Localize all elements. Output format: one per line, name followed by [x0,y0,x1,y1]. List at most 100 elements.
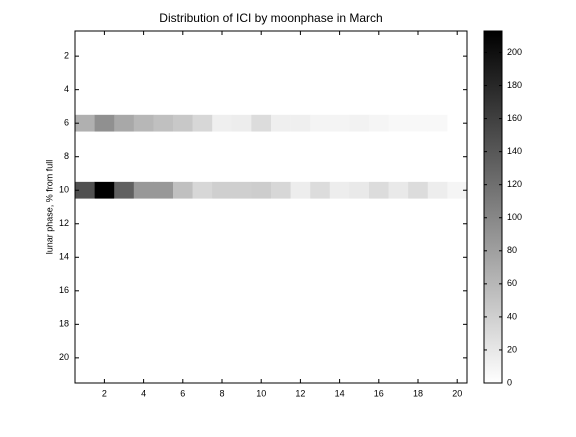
heatmap-cell [114,165,135,183]
heatmap-cell [173,31,193,49]
heatmap-cell [173,315,193,334]
heatmap-cell [75,332,95,350]
heatmap-cell [212,215,233,233]
x-tick-label: 6 [180,388,185,398]
heatmap-cell [114,282,135,300]
heatmap-cell [212,248,233,266]
heatmap-cell [192,181,213,199]
heatmap-cell [75,232,95,250]
heatmap-cell [173,349,193,367]
heatmap-cell [251,299,272,317]
heatmap-cell [349,299,370,317]
heatmap-cell [388,114,409,132]
heatmap-cell [192,98,213,116]
y-tick-label: 16 [59,285,69,295]
heatmap-cell [153,299,174,317]
heatmap-cell [369,181,389,199]
heatmap-cell [75,31,95,49]
heatmap-cell [427,148,448,166]
heatmap-cell [271,282,291,300]
heatmap-cell [133,299,154,317]
heatmap-cell [212,299,233,317]
heatmap-cell [447,81,468,99]
heatmap-cell [231,198,252,216]
heatmap-cell [153,232,174,250]
heatmap-cell [173,181,193,199]
heatmap-cell [329,248,350,266]
y-axis-label: lunar phase, % from full [44,160,54,255]
heatmap-cell [192,198,213,216]
heatmap-cell [349,165,370,183]
colorbar-tick-label: 200 [507,47,522,57]
heatmap-cell [114,265,135,283]
heatmap-cell [310,148,331,166]
heatmap-cell [349,349,370,367]
heatmap-cell [75,148,95,166]
heatmap-cell [427,198,448,216]
heatmap-cell [133,265,154,283]
heatmap-cell [447,332,468,350]
heatmap-cell [251,98,272,116]
heatmap-cell [310,332,331,350]
heatmap-cell [271,114,291,132]
heatmap-cell [94,282,115,300]
heatmap-cell [369,349,389,367]
x-tick-label: 10 [256,388,266,398]
heatmap-cell [290,165,311,183]
heatmap-cell [212,181,233,199]
heatmap-cell [408,81,429,99]
heatmap-cell [427,332,448,350]
heatmap-cell [212,64,233,82]
heatmap-cell [310,64,331,82]
heatmap-cell [349,265,370,283]
heatmap-cell [153,148,174,166]
heatmap-cell [94,47,115,65]
heatmap-cell [192,332,213,350]
heatmap-cell [75,131,95,149]
heatmap-cell [75,248,95,266]
heatmap-cell [231,165,252,183]
heatmap-cell [310,81,331,99]
heatmap-cell [173,98,193,116]
y-tick-label: 18 [59,319,69,329]
heatmap-cell [290,332,311,350]
heatmap-cell [447,31,468,49]
heatmap-cell [114,198,135,216]
heatmap-cell [173,131,193,149]
heatmap-cell [310,349,331,367]
heatmap-cell [173,282,193,300]
heatmap-cell [251,332,272,350]
heatmap-cell [153,248,174,266]
heatmap-cell [310,366,331,384]
heatmap-cell [349,315,370,334]
heatmap-cell [133,366,154,384]
colorbar-tick-label: 0 [507,377,512,387]
heatmap-cell [349,98,370,116]
heatmap-cell [133,282,154,300]
heatmap-cell [212,349,233,367]
heatmap-cell [133,349,154,367]
heatmap-cell [94,265,115,283]
heatmap-cell [427,181,448,199]
heatmap-cell [133,81,154,99]
heatmap-cell [94,332,115,350]
x-tick-label: 2 [102,388,107,398]
heatmap-cell [231,215,252,233]
colorbar-tick-label: 40 [507,311,517,321]
heatmap-cell [290,114,311,132]
heatmap-cell [114,232,135,250]
x-tick-label: 18 [413,388,423,398]
heatmap-cell [290,131,311,149]
heatmap-cell [271,148,291,166]
heatmap-cell [94,81,115,99]
heatmap-cell [251,181,272,199]
heatmap-cell [310,215,331,233]
heatmap-cell [231,31,252,49]
heatmap-cell [349,232,370,250]
heatmap-cell [447,349,468,367]
heatmap-cell [75,265,95,283]
heatmap-cell [133,64,154,82]
heatmap-cell [94,98,115,116]
y-tick-label: 12 [59,218,69,228]
heatmap-cell [369,232,389,250]
